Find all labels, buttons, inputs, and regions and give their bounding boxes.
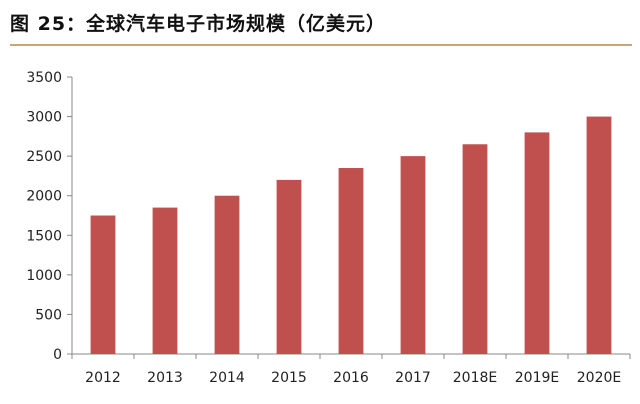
x-tick-label: 2019E <box>515 370 559 386</box>
x-axis: 2012 2013 2014 2015 2016 2017 2018E 2019E 2020E <box>71 353 631 386</box>
x-tick-label: 2012 <box>85 370 121 386</box>
y-tick-label: 3000 <box>26 110 62 126</box>
y-tick-label: 2500 <box>26 149 62 165</box>
bar-2012 <box>90 215 116 354</box>
bar-2014 <box>214 195 240 354</box>
chart-title: 图 25：全球汽车电子市场规模（亿美元） <box>10 12 387 35</box>
bar-2016 <box>338 168 364 354</box>
y-axis: 0 500 1000 1500 2000 2500 3000 3500 <box>26 70 73 363</box>
bar-2020E <box>586 116 612 354</box>
bar-2017 <box>400 156 426 354</box>
bar-2015 <box>276 179 302 354</box>
title-divider <box>10 44 632 46</box>
chart-title-bar: 图 25：全球汽车电子市场规模（亿美元） <box>10 6 386 38</box>
x-tick-label: 2016 <box>333 370 369 386</box>
x-tick-label: 2020E <box>577 370 621 386</box>
x-tick-label: 2014 <box>209 370 245 386</box>
x-tick-label: 2018E <box>453 370 497 386</box>
y-tick-label: 2000 <box>26 189 62 205</box>
bar-2019E <box>524 132 550 354</box>
y-tick-label: 0 <box>53 347 62 363</box>
y-tick-label: 1500 <box>26 228 62 244</box>
bars <box>90 116 612 354</box>
x-tick-label: 2017 <box>395 370 431 386</box>
x-tick-label: 2015 <box>271 370 307 386</box>
bar-2013 <box>152 207 178 354</box>
y-tick-label: 3500 <box>26 70 62 86</box>
x-tick-label: 2013 <box>147 370 183 386</box>
y-tick-label: 500 <box>35 307 62 323</box>
y-tick-label: 1000 <box>26 268 62 284</box>
bar-2018E <box>462 144 488 354</box>
